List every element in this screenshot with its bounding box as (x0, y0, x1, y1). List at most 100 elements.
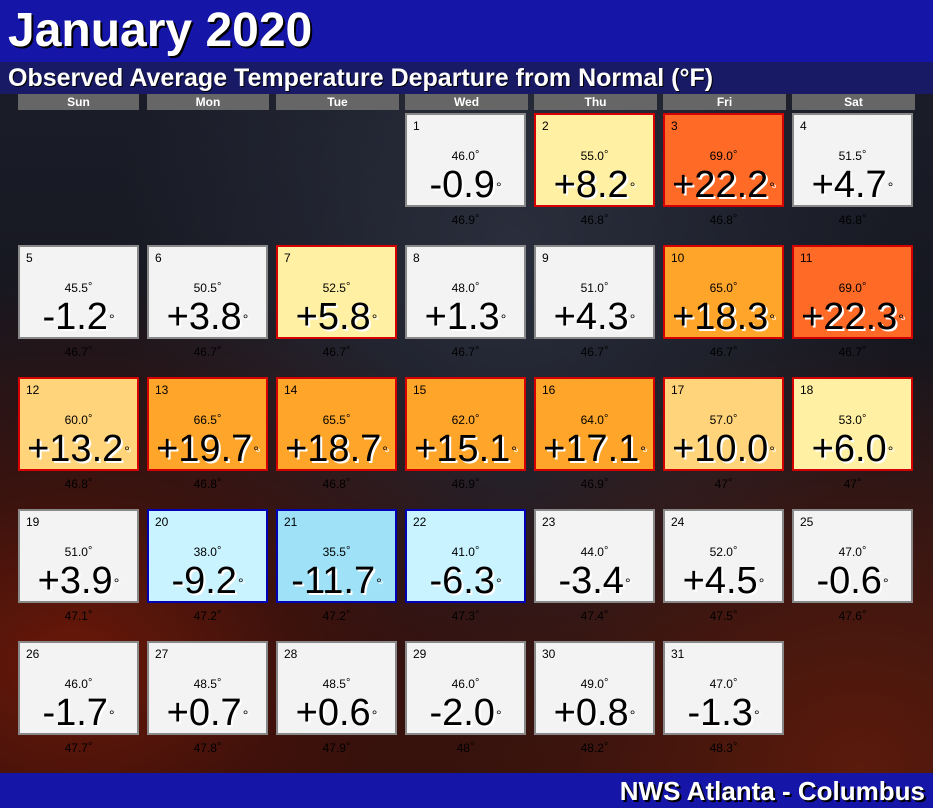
temp-departure: +0.7° (166, 692, 249, 734)
observed-temp: 41.0° (451, 545, 480, 559)
observed-temp: 64.0° (580, 413, 609, 427)
day-cell: 17 57.0° +10.0° 47° (663, 377, 784, 491)
degree-symbol: ° (887, 442, 894, 459)
degree-symbol: ° (345, 345, 351, 357)
observed-temp: 48.5° (193, 677, 222, 691)
degree-symbol: ° (603, 477, 609, 489)
observed-temp: 65.0° (709, 281, 738, 295)
day-cell: 18 53.0° +6.0° 47° (792, 377, 913, 491)
degree-symbol: ° (732, 741, 738, 753)
degree-symbol: ° (474, 477, 480, 489)
temp-departure: +22.2° (672, 164, 775, 206)
degree-symbol: ° (603, 545, 609, 557)
day-number: 3 (671, 119, 678, 133)
degree-symbol: ° (732, 545, 738, 557)
day-number: 17 (671, 383, 685, 397)
degree-symbol: ° (603, 149, 609, 161)
day-number: 28 (284, 647, 298, 661)
degree-symbol: ° (603, 609, 609, 621)
day-cell: 11 69.0° +22.3° 46.7° (792, 245, 913, 359)
temp-departure: +4.3° (553, 296, 636, 338)
day-cell: 25 47.0° -0.6° 47.6° (792, 509, 913, 623)
degree-symbol: ° (882, 574, 889, 591)
weekday-header-fri: Fri (663, 94, 786, 110)
day-number: 5 (26, 251, 33, 265)
degree-symbol: ° (345, 677, 351, 689)
normal-temp: 48° (456, 741, 475, 755)
observed-temp: 52.5° (322, 281, 351, 295)
day-cell: 31 47.0° -1.3° 48.3° (663, 641, 784, 755)
degree-symbol: ° (124, 442, 130, 459)
degree-symbol: ° (87, 413, 93, 425)
degree-symbol: ° (345, 281, 351, 293)
degree-symbol: ° (732, 677, 738, 689)
temp-departure: +8.2° (553, 164, 636, 206)
observed-temp: 62.0° (451, 413, 480, 427)
day-number: 7 (284, 251, 291, 265)
observed-temp: 51.0° (64, 545, 93, 559)
day-number: 6 (155, 251, 162, 265)
degree-symbol: ° (87, 477, 93, 489)
normal-temp: 48.3° (709, 741, 738, 755)
observed-temp: 48.5° (322, 677, 351, 691)
normal-temp: 47.9° (322, 741, 351, 755)
day-number: 26 (26, 647, 40, 661)
degree-symbol: ° (603, 677, 609, 689)
degree-symbol: ° (345, 413, 351, 425)
normal-temp: 46.8° (193, 477, 222, 491)
temp-departure: +19.7° (156, 428, 259, 470)
degree-symbol: ° (474, 677, 480, 689)
day-cell: 22 41.0° -6.3° 47.3° (405, 509, 526, 623)
footer-credit: NWS Atlanta - Columbus (619, 776, 925, 806)
degree-symbol: ° (769, 178, 775, 195)
observed-temp: 44.0° (580, 545, 609, 559)
degree-symbol: ° (87, 345, 93, 357)
day-cell: 15 62.0° +15.1° 46.9° (405, 377, 526, 491)
normal-temp: 46.7° (580, 345, 609, 359)
observed-temp: 46.0° (451, 677, 480, 691)
observed-temp: 51.5° (838, 149, 867, 163)
normal-temp: 47.7° (64, 741, 93, 755)
day-number: 20 (155, 515, 169, 529)
observed-temp: 46.0° (64, 677, 93, 691)
degree-symbol: ° (474, 413, 480, 425)
temp-departure: +18.3° (672, 296, 775, 338)
observed-temp: 55.0° (580, 149, 609, 163)
degree-symbol: ° (474, 213, 480, 225)
day-cell: 28 48.5° +0.6° 47.9° (276, 641, 397, 755)
day-cell: 7 52.5° +5.8° 46.7° (276, 245, 397, 359)
temp-departure: +4.7° (811, 164, 894, 206)
day-cell: 27 48.5° +0.7° 47.8° (147, 641, 268, 755)
degree-symbol: ° (216, 609, 222, 621)
degree-symbol: ° (861, 545, 867, 557)
day-number: 24 (671, 515, 685, 529)
degree-symbol: ° (216, 545, 222, 557)
degree-symbol: ° (500, 310, 507, 327)
degree-symbol: ° (861, 609, 867, 621)
degree-symbol: ° (758, 574, 765, 591)
degree-symbol: ° (732, 413, 738, 425)
temp-departure: -1.3° (687, 692, 760, 734)
observed-temp: 51.0° (580, 281, 609, 295)
temp-departure: -1.2° (42, 296, 115, 338)
day-number: 8 (413, 251, 420, 265)
day-cell: 24 52.0° +4.5° 47.5° (663, 509, 784, 623)
normal-temp: 48.2° (580, 741, 609, 755)
degree-symbol: ° (87, 677, 93, 689)
day-number: 21 (284, 515, 298, 529)
degree-symbol: ° (216, 477, 222, 489)
degree-symbol: ° (345, 545, 351, 557)
degree-symbol: ° (345, 609, 351, 621)
degree-symbol: ° (495, 574, 502, 591)
day-number: 22 (413, 515, 427, 529)
normal-temp: 46.7° (193, 345, 222, 359)
day-number: 10 (671, 251, 685, 265)
observed-temp: 45.5° (64, 281, 93, 295)
degree-symbol: ° (216, 741, 222, 753)
degree-symbol: ° (856, 477, 862, 489)
temp-departure: +3.9° (37, 560, 120, 602)
day-cell: 8 48.0° +1.3° 46.7° (405, 245, 526, 359)
temp-departure: +22.3° (801, 296, 904, 338)
day-cell: 14 65.5° +18.7° 46.8° (276, 377, 397, 491)
